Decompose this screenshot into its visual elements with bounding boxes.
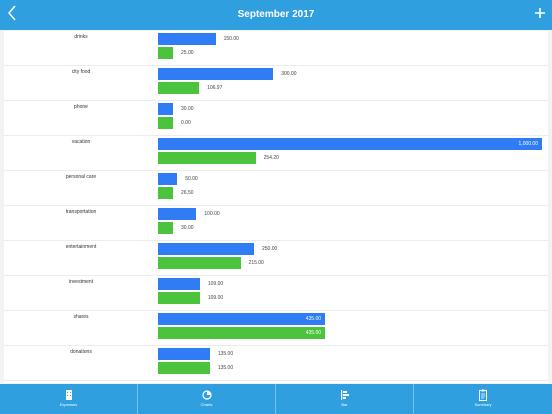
bar-chart: drinks 150.00 25.00 city food 300.00 106.97 ph… xyxy=(4,31,548,383)
pie-chart-icon xyxy=(201,388,212,400)
value-label: 135.00 xyxy=(217,365,234,371)
chart-row: donations 135.00 135.00 xyxy=(4,346,548,381)
spent-bar xyxy=(158,117,173,129)
chart-row: transportation 100.00 30.00 xyxy=(4,206,548,241)
tab-label: Charts xyxy=(200,402,213,407)
value-label: 300.00 xyxy=(281,71,297,77)
spent-bar xyxy=(158,82,200,94)
page-title: September 2017 xyxy=(237,9,315,20)
budget-bar xyxy=(158,313,326,325)
chart-row: investment 109.00 109.00 xyxy=(4,276,548,311)
value-label: 1,000.00 xyxy=(518,141,538,147)
value-label: 150.00 xyxy=(223,36,239,42)
spent-bar xyxy=(158,222,173,234)
clipboard-icon xyxy=(478,388,488,401)
category-label: transportation xyxy=(65,209,97,215)
plus-icon[interactable] xyxy=(532,3,548,25)
tab-bar-chart[interactable]: Bar xyxy=(276,384,414,414)
tab-label: Expenses xyxy=(59,402,78,407)
tab-expenses[interactable]: Expenses xyxy=(0,384,138,414)
value-label: 0.00 xyxy=(181,120,191,126)
budget-bar xyxy=(158,33,216,45)
budget-bar xyxy=(158,173,178,185)
category-label: phone xyxy=(74,104,88,110)
value-label: 250.00 xyxy=(262,246,278,252)
category-label: shares xyxy=(73,314,89,320)
tab-charts[interactable]: Charts xyxy=(138,384,276,414)
category-label: drinks xyxy=(74,34,88,40)
value-label: 25.00 xyxy=(181,50,194,56)
chart-row: city food 300.00 106.97 xyxy=(4,66,548,101)
budget-bar xyxy=(158,278,200,290)
chart-row: shares 435.00 435.00 xyxy=(4,311,548,346)
chart-row: entertainment 250.00 215.00 xyxy=(4,241,548,276)
value-label: 435.00 xyxy=(305,330,322,336)
spent-bar xyxy=(158,187,173,199)
tab-bar: Expenses Charts Bar Summary xyxy=(0,384,552,414)
value-label: 254.20 xyxy=(263,155,279,161)
spent-bar xyxy=(158,47,173,59)
bar-chart-icon xyxy=(340,388,350,400)
value-label: 26.50 xyxy=(181,190,194,196)
category-label: city food xyxy=(71,69,91,75)
budget-bar xyxy=(158,243,254,255)
top-bar: September 2017 xyxy=(0,0,552,30)
spent-bar xyxy=(158,362,210,374)
value-label: 135.00 xyxy=(217,351,234,357)
chart-row: vacation 1,000.00 254.20 xyxy=(4,136,548,171)
spent-bar xyxy=(158,257,241,269)
chart-row: personal care 50.00 26.50 xyxy=(4,171,548,206)
tab-label: Bar xyxy=(341,402,348,407)
value-label: 435.00 xyxy=(305,316,322,322)
value-label: 109.00 xyxy=(207,295,224,301)
spent-bar xyxy=(158,152,256,164)
chart-row: drinks 150.00 25.00 xyxy=(4,31,548,66)
category-label: personal care xyxy=(65,174,97,180)
building-icon xyxy=(64,388,74,400)
budget-bar xyxy=(158,68,274,80)
tab-label: Summary xyxy=(474,402,492,407)
category-label: investment xyxy=(68,279,94,285)
value-label: 100.00 xyxy=(204,211,220,217)
category-label: entertainment xyxy=(65,244,97,250)
budget-bar xyxy=(158,138,542,150)
category-label: donations xyxy=(70,349,92,355)
spent-bar xyxy=(158,292,200,304)
spent-bar xyxy=(158,327,326,339)
value-label: 30.00 xyxy=(181,225,194,231)
budget-bar xyxy=(158,348,210,360)
value-label: 50.00 xyxy=(185,176,198,182)
budget-bar xyxy=(158,103,173,115)
tab-summary[interactable]: Summary xyxy=(414,384,552,414)
category-label: vacation xyxy=(71,139,91,145)
value-label: 109.00 xyxy=(207,281,224,287)
chevron-left-icon[interactable] xyxy=(4,5,20,25)
budget-bar xyxy=(158,208,197,220)
value-label: 215.00 xyxy=(248,260,264,266)
value-label: 30.00 xyxy=(181,106,194,112)
value-label: 106.97 xyxy=(207,85,223,91)
chart-row: phone 30.00 0.00 xyxy=(4,101,548,136)
